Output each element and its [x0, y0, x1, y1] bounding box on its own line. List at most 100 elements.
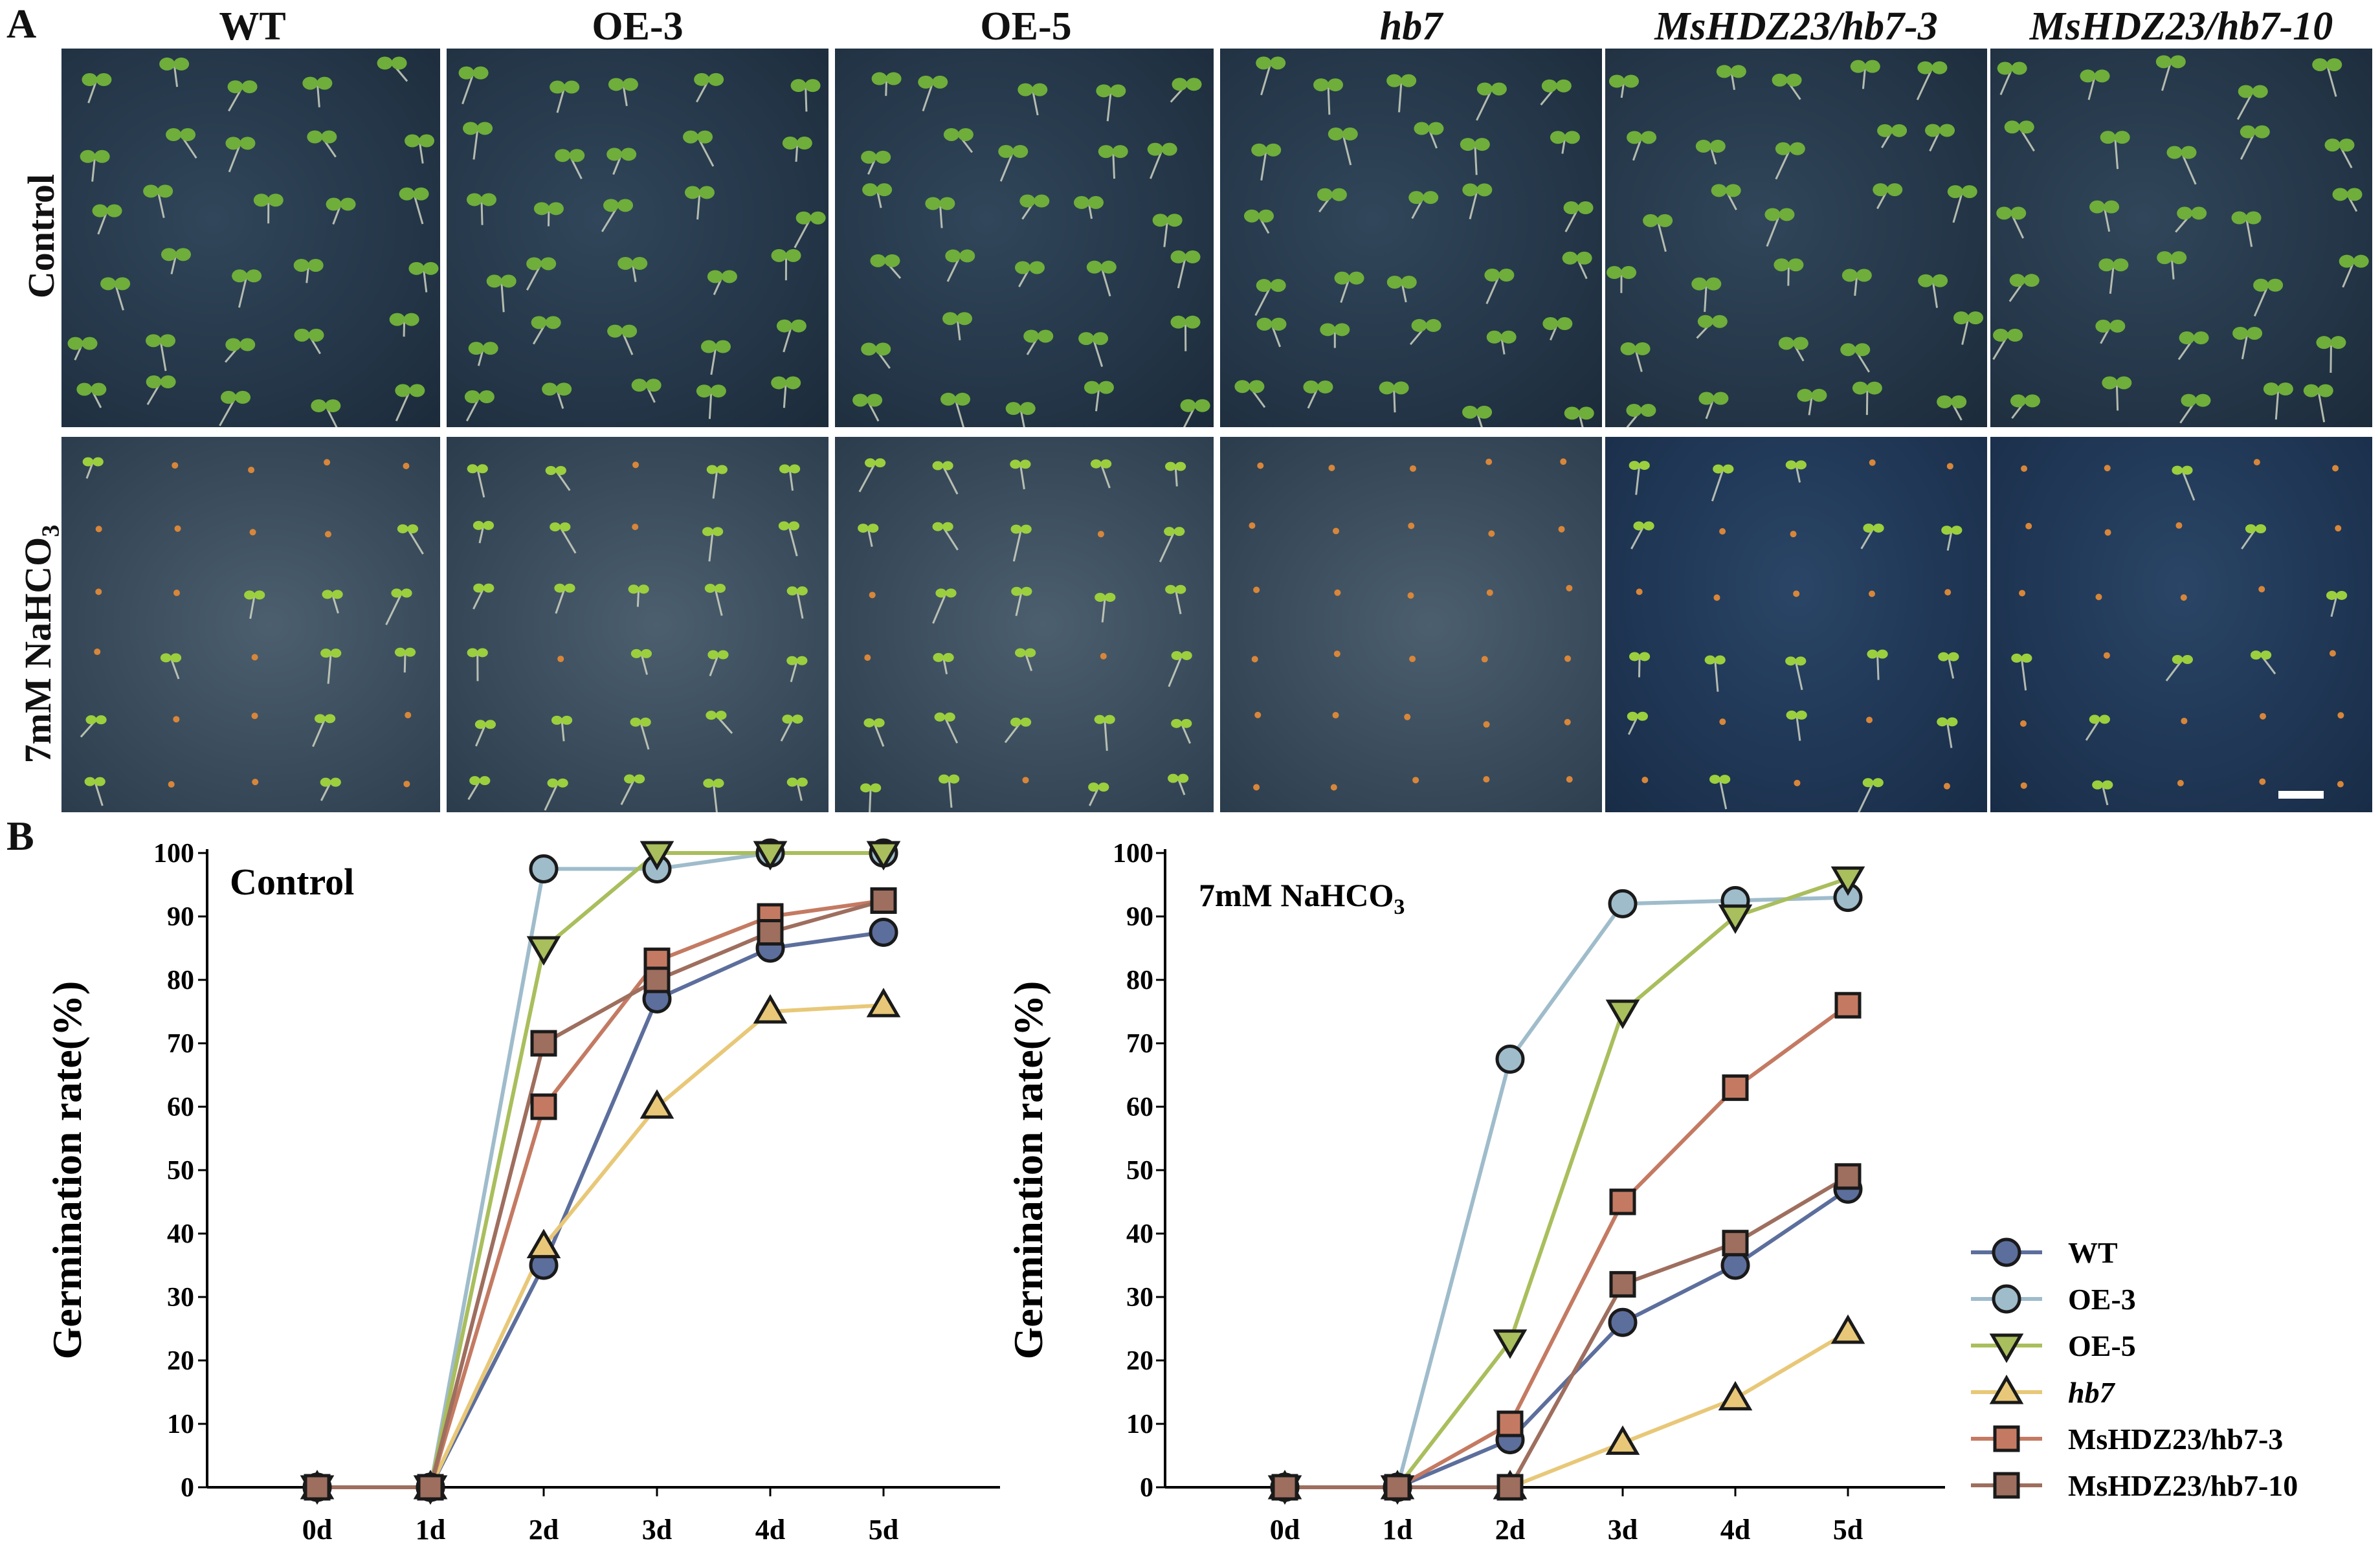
x-tick-label: 1d [416, 1514, 445, 1546]
x-tick-label: 4d [1720, 1514, 1750, 1546]
data-point [1608, 889, 1638, 918]
chart-title: Control [230, 861, 354, 903]
series-line [317, 1003, 884, 1489]
y-tick-label: 90 [1126, 902, 1153, 932]
y-tick-label: 70 [167, 1029, 194, 1059]
seedling-plate-photo [61, 49, 440, 427]
scale-bar [2278, 791, 2324, 799]
legend-label: MsHDZ23/hb7-10 [2068, 1469, 2298, 1502]
data-point [530, 1093, 557, 1120]
data-point [866, 988, 901, 1017]
legend-marker [1992, 1237, 2021, 1267]
series-line [317, 851, 884, 1489]
data-point [639, 1089, 674, 1119]
legend-label: MsHDZ23/hb7-3 [2068, 1423, 2283, 1456]
data-point [526, 1228, 561, 1259]
y-tick-label: 0 [181, 1473, 194, 1503]
data-point [1830, 866, 1865, 896]
legend-marker [1989, 1333, 2024, 1363]
x-tick-label: 5d [869, 1514, 898, 1546]
seedling-plate-photo [835, 437, 1214, 812]
legend-label: OE-3 [2068, 1283, 2136, 1316]
x-tick-label: 0d [1270, 1514, 1300, 1546]
data-point [1718, 1380, 1753, 1411]
y-tick-label: 60 [1126, 1092, 1153, 1122]
data-point [417, 1474, 444, 1501]
series-line [1285, 895, 1849, 1489]
data-point [1718, 904, 1753, 934]
x-tick-label: 4d [755, 1514, 785, 1546]
x-tick-label: 2d [529, 1514, 559, 1546]
x-tick-label: 3d [642, 1514, 672, 1546]
data-point [1608, 1307, 1638, 1337]
data-point [1493, 1329, 1528, 1359]
y-tick-label: 80 [1126, 966, 1153, 995]
y-tick-label: 100 [153, 839, 194, 869]
data-point [1830, 1314, 1865, 1344]
data-point [526, 936, 561, 966]
data-point [1605, 999, 1640, 1029]
legend-label: hb7 [2068, 1376, 2116, 1409]
y-tick-label: 50 [1126, 1156, 1153, 1186]
y-tick-label: 90 [167, 902, 194, 932]
y-tick-label: 40 [1126, 1219, 1153, 1249]
seedling-plate-photo [1990, 437, 2372, 812]
data-point [1834, 1163, 1862, 1190]
x-tick-label: 5d [1833, 1514, 1863, 1546]
data-point [1834, 992, 1862, 1019]
seedling-plate-photo [1605, 437, 1987, 812]
series-line [1285, 1330, 1849, 1489]
x-tick-label: 1d [1383, 1514, 1412, 1546]
data-point [530, 1030, 557, 1057]
y-tick-label: 100 [1113, 839, 1153, 869]
legend-label: WT [2068, 1236, 2118, 1269]
panel-a-letter: A [6, 1, 37, 47]
y-tick-label: 10 [167, 1410, 194, 1439]
seedling-plate-photo [1605, 49, 1987, 427]
y-tick-label: 20 [167, 1346, 194, 1376]
column-label-mshdz23-hb7-3: MsHDZ23/hb7-3 [1654, 5, 1938, 49]
y-tick-label: 30 [167, 1283, 194, 1313]
data-point [1496, 1410, 1524, 1437]
y-tick-label: 0 [1140, 1473, 1153, 1503]
series-line [1285, 1175, 1849, 1489]
seedling-plate-photo [447, 49, 829, 427]
series-line [317, 898, 884, 1489]
legend-marker [1993, 1472, 2020, 1499]
y-tick-label: 80 [167, 966, 194, 995]
data-point [1722, 1074, 1749, 1102]
seedling-plate-photo [1990, 49, 2372, 427]
y-axis-label: Germination rate(%) [1005, 981, 1051, 1360]
series-line [317, 851, 884, 1489]
y-tick-label: 30 [1126, 1283, 1153, 1313]
data-point [643, 966, 671, 993]
y-tick-label: 50 [167, 1156, 194, 1186]
y-tick-label: 20 [1126, 1346, 1153, 1376]
data-point [1609, 1270, 1636, 1298]
y-axis-label: Germination rate(%) [44, 981, 90, 1360]
seedling-plate-photo [1220, 437, 1602, 812]
data-point [1384, 1474, 1411, 1501]
column-label-oe5: OE-5 [980, 5, 1072, 49]
x-tick-label: 3d [1608, 1514, 1638, 1546]
data-point [639, 841, 674, 870]
x-tick-label: 2d [1495, 1514, 1525, 1546]
series-line [317, 898, 884, 1489]
series-line [1285, 1187, 1849, 1489]
seedling-plate-photo [835, 49, 1214, 427]
chart-title: 7mM NaHCO3 [1199, 877, 1405, 919]
x-tick-label: 0d [302, 1514, 332, 1546]
data-point [1271, 1474, 1298, 1501]
series-line [317, 930, 884, 1489]
data-point [529, 854, 559, 883]
data-point [870, 887, 897, 914]
y-tick-label: 10 [1126, 1410, 1153, 1439]
y-tick-label: 70 [1126, 1029, 1153, 1059]
legend-marker [1993, 1425, 2020, 1452]
seedling-plate-photo [61, 437, 440, 812]
legend-label: OE-5 [2068, 1329, 2136, 1362]
column-label-oe3: OE-3 [592, 5, 684, 49]
data-point [1496, 1474, 1524, 1501]
data-point [304, 1474, 331, 1501]
